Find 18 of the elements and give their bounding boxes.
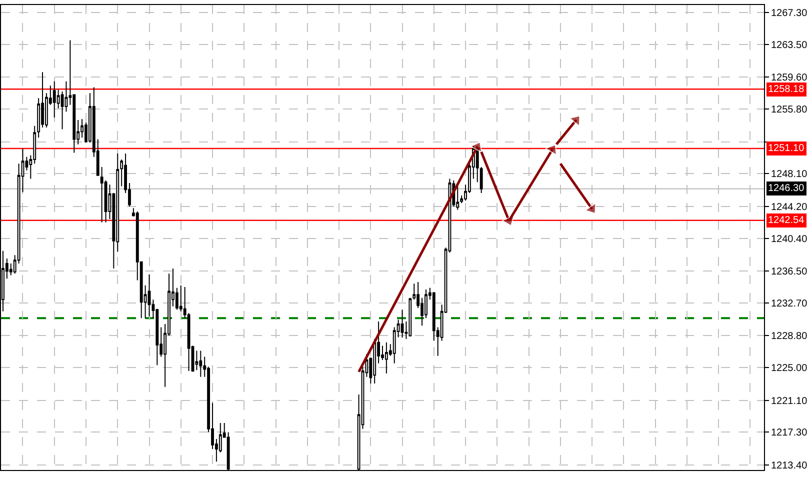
ref-line-label: 1258.18	[768, 84, 805, 95]
ref-line-label: 1246.30	[768, 183, 805, 194]
y-tick-label: 1217.30	[771, 428, 808, 439]
y-tick-label: 1240.40	[771, 234, 808, 245]
y-tick-label: 1255.80	[771, 104, 808, 116]
y-tick-label: 1236.50	[771, 266, 808, 278]
y-tick-label: 1248.10	[771, 169, 808, 180]
y-tick-label: 1244.20	[771, 202, 808, 213]
y-tick-label: 1267.30	[771, 8, 808, 20]
y-tick-label: 1228.80	[771, 331, 808, 342]
y-tick-label: 1259.60	[771, 72, 808, 84]
y-tick-label: 1213.40	[771, 460, 808, 472]
y-tick-label: 1221.10	[771, 396, 808, 407]
ref-line-label: 1242.54	[768, 215, 805, 226]
y-tick-label: 1263.50	[771, 40, 808, 51]
y-tick-label: 1225.00	[771, 363, 808, 374]
ref-line-label: 1251.10	[768, 143, 805, 154]
y-tick-label: 1232.70	[771, 298, 808, 310]
